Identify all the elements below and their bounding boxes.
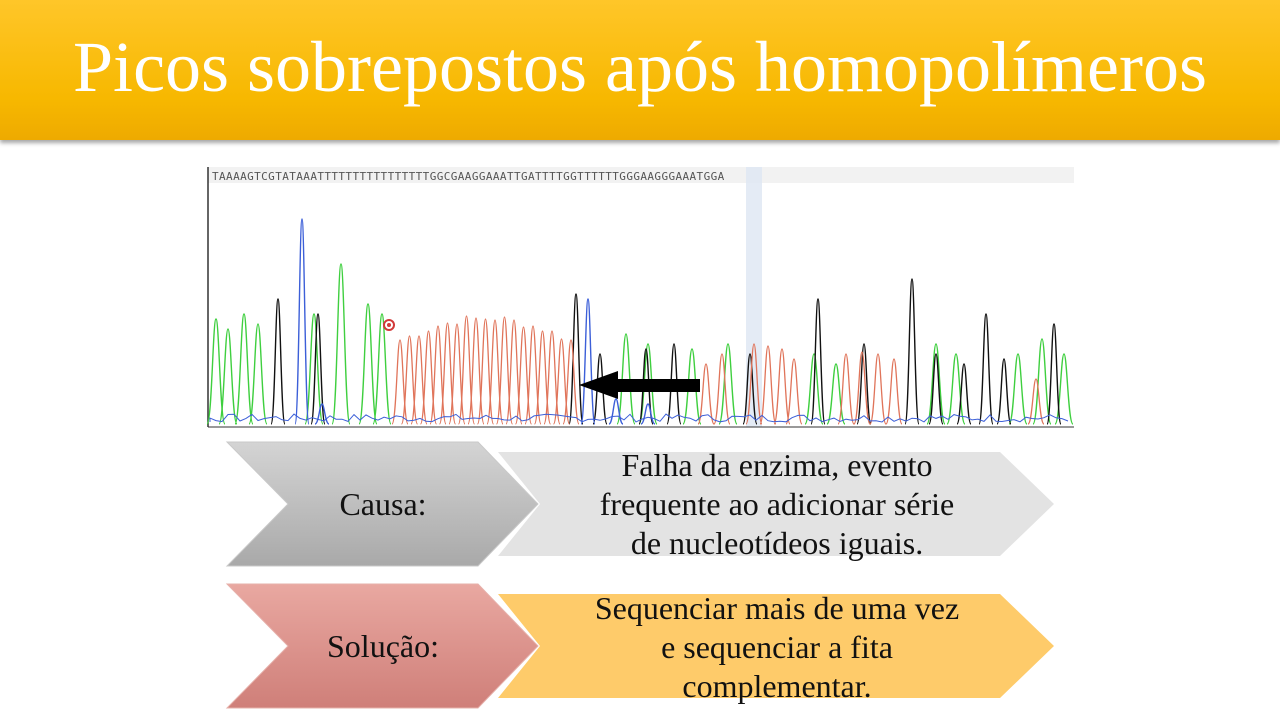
solucao-chevron xyxy=(225,583,539,709)
thymine-trace-peak xyxy=(785,358,803,425)
causa-chevron xyxy=(225,441,539,567)
thymine-trace-peak xyxy=(869,353,887,425)
guanine-trace-peak xyxy=(904,278,920,425)
adenine-trace-peak xyxy=(718,343,738,425)
cytosine-trace-peak xyxy=(294,218,310,425)
thymine-trace-peak xyxy=(562,339,580,425)
adenine-trace-peak xyxy=(248,323,268,425)
guanine-trace-peak xyxy=(592,353,608,425)
adenine-trace-peak xyxy=(218,328,238,425)
guanine-trace-peak xyxy=(666,343,682,425)
thymine-trace-peak xyxy=(773,348,791,425)
chromatogram-figure: TAAAAGTCGTATAAATTTTTTTTTTTTTTTTGGCGAAGGA… xyxy=(196,153,1078,439)
adenine-trace-peak xyxy=(372,313,392,425)
guanine-trace-peak xyxy=(856,343,872,425)
thymine-trace-peak xyxy=(759,345,777,425)
guanine-trace-peak xyxy=(1046,323,1062,425)
adenine-trace-peak xyxy=(331,263,351,425)
baseline-noise xyxy=(209,413,1069,423)
slide-title: Picos sobrepostos após homopolímeros xyxy=(73,27,1207,107)
adenine-trace-peak xyxy=(304,313,324,425)
causa-description-panel xyxy=(498,452,1054,556)
thymine-trace-peak xyxy=(713,353,731,425)
adenine-trace-peak xyxy=(358,303,378,425)
cytosine-trace-peak xyxy=(608,398,624,425)
thymine-trace-peak xyxy=(745,343,763,425)
thymine-trace-peak xyxy=(837,353,855,425)
guanine-trace-peak xyxy=(568,293,584,425)
solucao-description-panel xyxy=(498,594,1054,698)
guanine-trace-peak xyxy=(956,363,972,425)
thymine-trace-peak xyxy=(1027,378,1045,425)
adenine-trace-peak xyxy=(1008,353,1028,425)
adenine-trace-peak xyxy=(804,353,824,425)
adenine-trace-peak xyxy=(638,343,658,425)
cytosine-trace-peak xyxy=(640,403,656,425)
adenine-trace-peak xyxy=(1032,338,1052,425)
guanine-trace-peak xyxy=(996,358,1012,425)
thymine-trace-peak xyxy=(697,363,715,425)
adenine-trace-peak xyxy=(946,353,966,425)
solucao-text: Sequenciar mais de uma vez e sequenciar … xyxy=(594,589,960,704)
guanine-trace-peak xyxy=(270,298,286,425)
base-call-strip xyxy=(208,167,1074,183)
adenine-trace-peak xyxy=(616,333,636,425)
adenine-trace-peak xyxy=(206,318,226,425)
cursor-highlight xyxy=(746,167,762,427)
cytosine-trace-peak xyxy=(580,298,596,425)
base-call-sequence: TAAAAGTCGTATAAATTTTTTTTTTTTTTTTGGCGAAGGA… xyxy=(212,170,725,183)
guanine-trace-peak xyxy=(810,298,826,425)
adenine-trace-peak xyxy=(234,313,254,425)
solucao-label: Solução: xyxy=(327,628,439,664)
title-bar: Picos sobrepostos após homopolímeros xyxy=(0,0,1280,140)
guanine-trace-peak xyxy=(742,353,758,425)
marker-dot-center xyxy=(387,323,391,327)
guanine-trace-peak xyxy=(928,353,944,425)
trace-group xyxy=(206,218,1074,425)
adenine-trace-peak xyxy=(682,348,702,425)
causa-label: Causa: xyxy=(339,486,427,522)
adenine-trace-peak xyxy=(926,343,946,425)
guanine-trace-peak xyxy=(978,313,994,425)
thymine-trace-peak xyxy=(885,358,903,425)
thymine-trace-peak xyxy=(853,351,871,425)
guanine-trace-peak xyxy=(310,313,326,425)
chromatogram: TAAAAGTCGTATAAATTTTTTTTTTTTTTTTGGCGAAGGA… xyxy=(196,153,1078,444)
arrow-icon xyxy=(579,371,700,399)
causa-text: Falha da enzima, evento frequente ao adi… xyxy=(599,446,955,561)
